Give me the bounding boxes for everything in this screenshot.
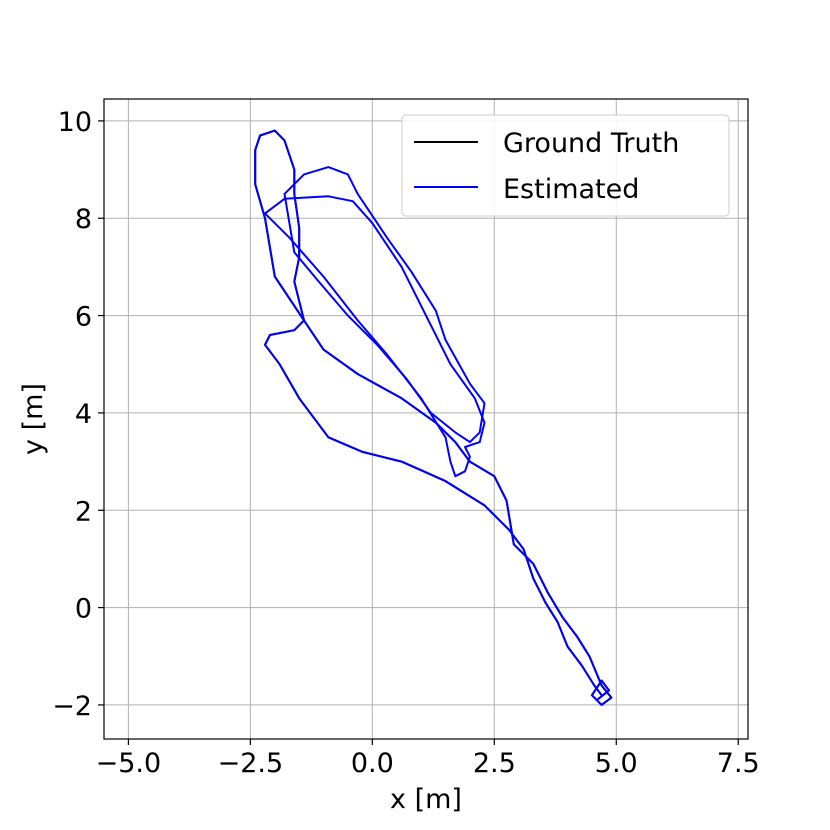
- estimated-segment-2: [283, 166, 486, 444]
- series-layer: [254, 129, 613, 706]
- y-tick-label: 10: [58, 107, 92, 138]
- x-tick-label: −2.5: [218, 748, 284, 779]
- y-tick-label: 2: [75, 496, 92, 527]
- legend-box: [401, 114, 730, 217]
- x-axis-label: x [m]: [390, 784, 462, 815]
- legend: Ground Truth Estimated: [401, 114, 730, 217]
- plot-frame: [103, 98, 749, 740]
- legend-ground-truth-label: Ground Truth: [503, 128, 679, 159]
- x-tick-label: 0.0: [351, 748, 394, 779]
- x-tick-label: 7.5: [717, 748, 760, 779]
- x-tick-label: 2.5: [473, 748, 516, 779]
- y-axis-label: y [m]: [18, 383, 49, 455]
- y-tick-label: 8: [75, 204, 92, 235]
- x-tick-label: 5.0: [595, 748, 638, 779]
- x-tick-label: −5.0: [96, 748, 162, 779]
- estimated-line: [254, 129, 613, 706]
- y-tick-label: −2: [52, 691, 92, 722]
- y-tick-label: 6: [75, 302, 92, 333]
- axis-ticks: −5.0 −2.5 0.0 2.5 5.0 7.5 −2 0 2 4 6 8 10: [52, 107, 760, 779]
- y-tick-label: 0: [75, 594, 92, 625]
- legend-estimated-label: Estimated: [503, 174, 639, 205]
- y-tick-label: 4: [75, 399, 92, 430]
- estimated-segment-1: [264, 195, 486, 478]
